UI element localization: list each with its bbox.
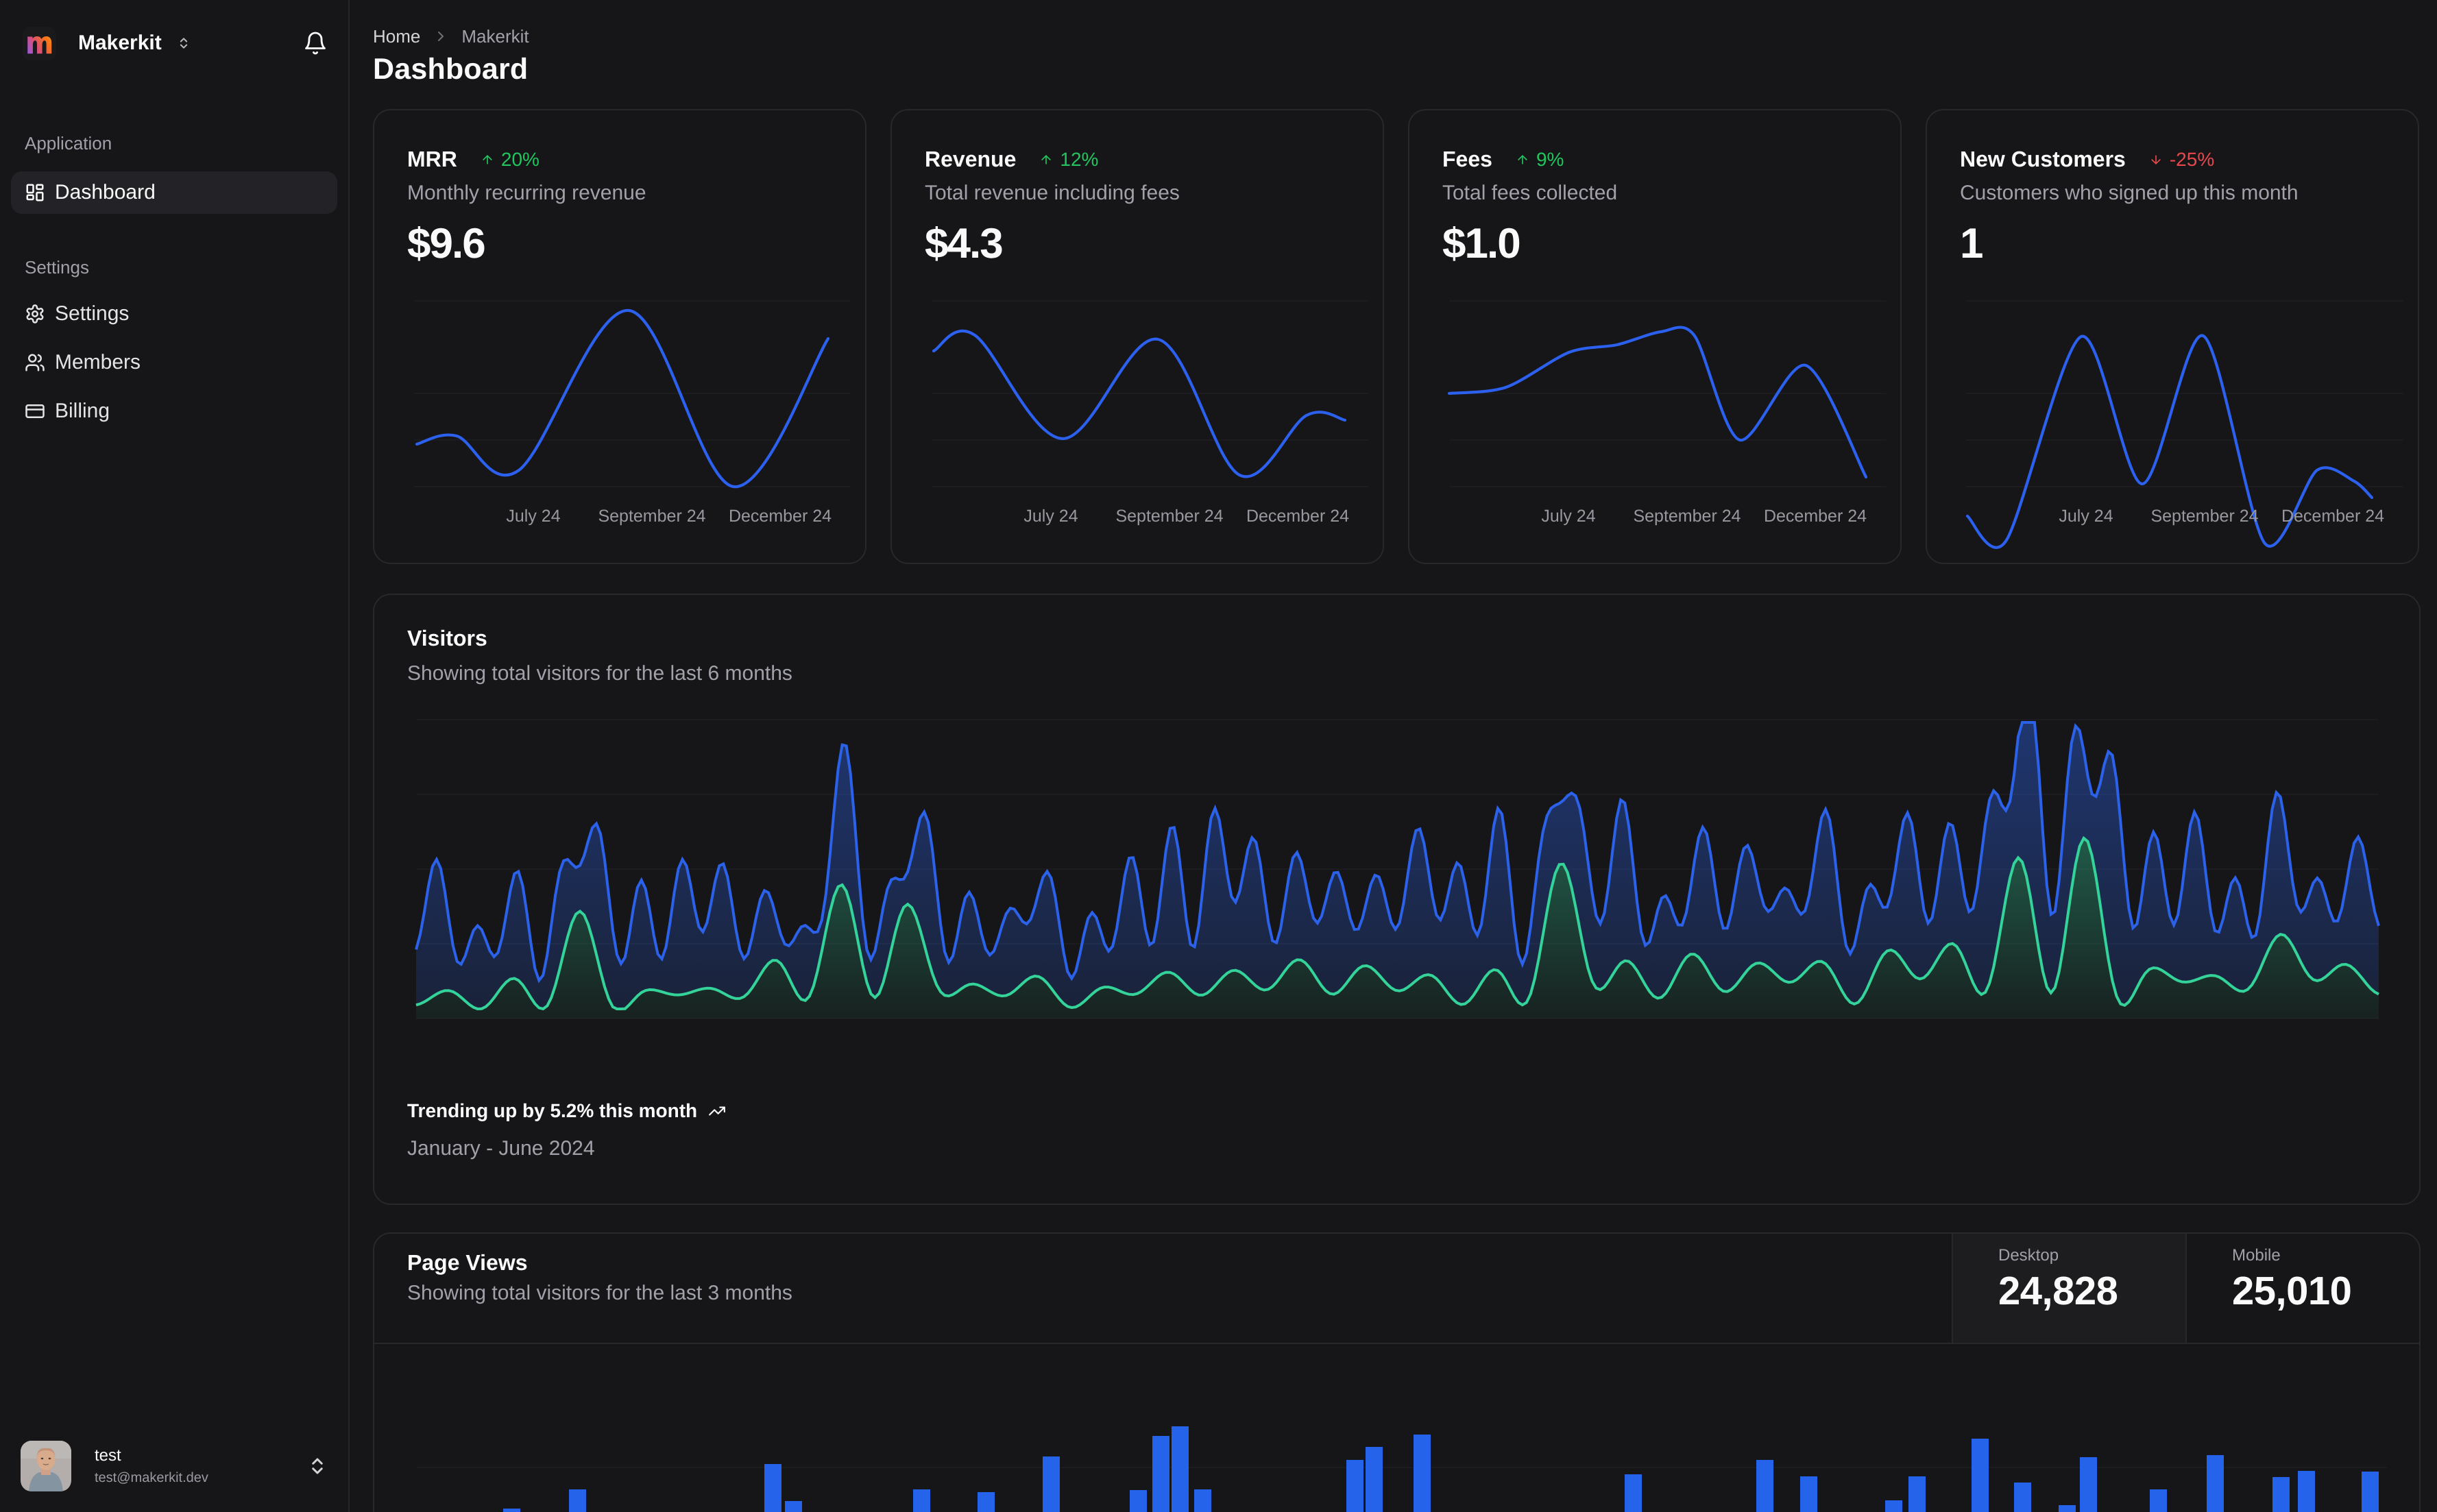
svg-text:m: m [26,27,53,60]
